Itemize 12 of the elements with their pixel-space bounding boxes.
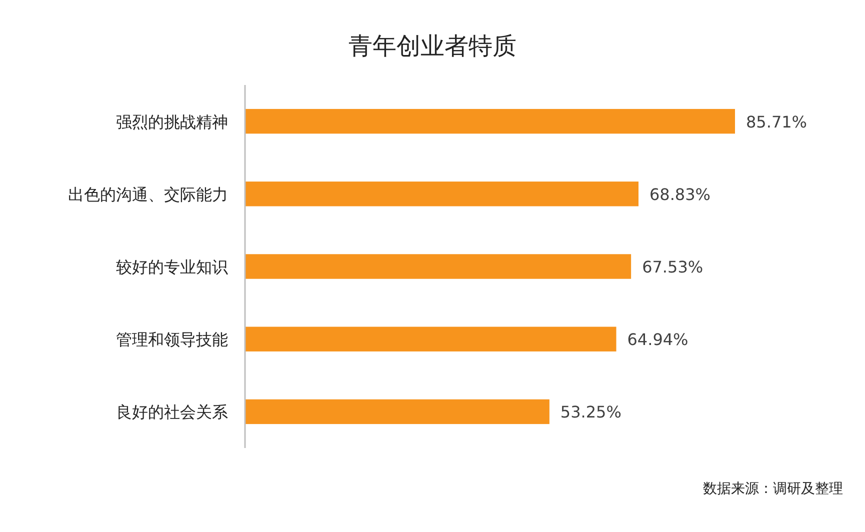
data-label: 67.53% bbox=[642, 258, 704, 276]
y-tick-label: 强烈的挑战精神 bbox=[116, 112, 228, 132]
chart-title: 青年创业者特质 bbox=[348, 32, 516, 60]
source-note: 数据来源：调研及整理 bbox=[703, 481, 843, 497]
data-label: 85.71% bbox=[746, 112, 808, 132]
y-tick-label: 良好的社会关系 bbox=[116, 402, 228, 422]
data-label: 68.83% bbox=[650, 184, 711, 204]
y-tick-label: 较好的专业知识 bbox=[116, 258, 228, 276]
y-tick-label: 管理和领导技能 bbox=[116, 330, 228, 350]
data-label: 64.94% bbox=[627, 330, 688, 350]
data-label: 53.25% bbox=[560, 402, 622, 422]
y-tick-label: 出色的沟通、交际能力 bbox=[68, 184, 228, 204]
